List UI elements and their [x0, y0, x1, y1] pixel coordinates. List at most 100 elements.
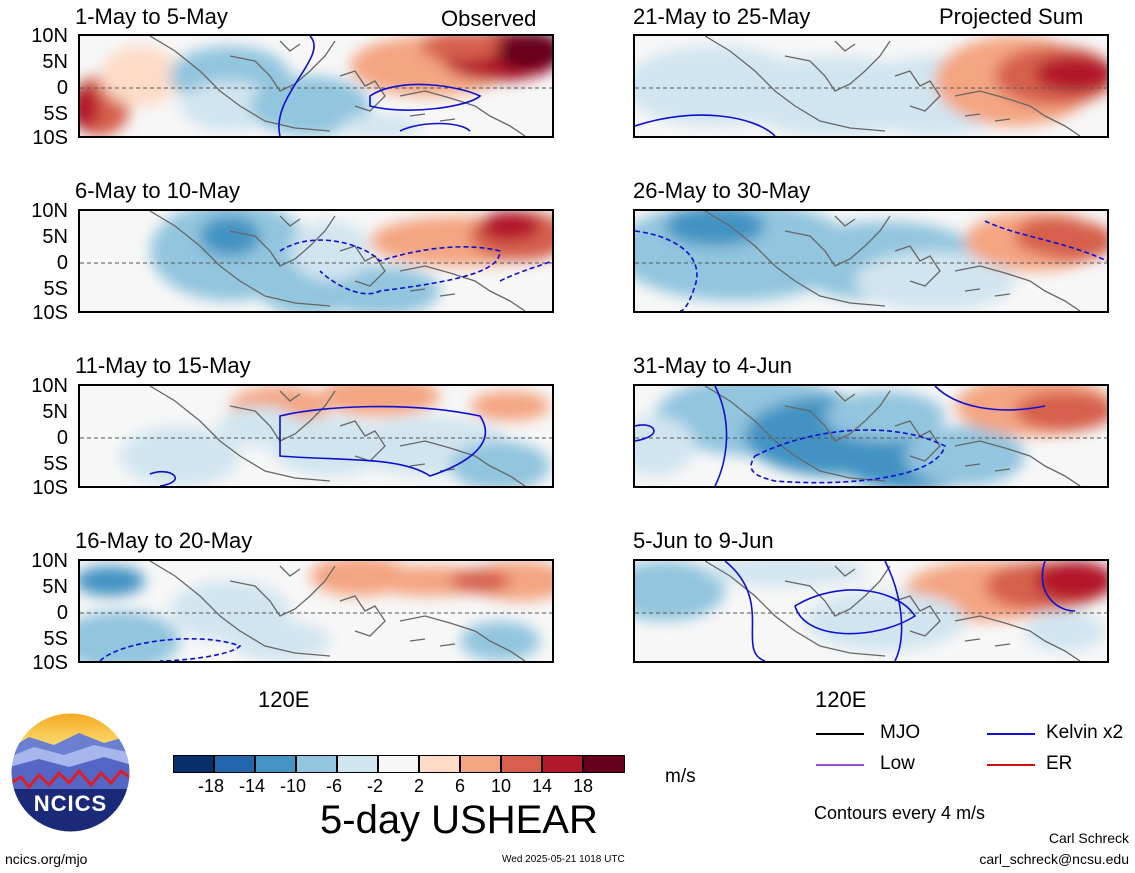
- map-panel-7: [633, 384, 1109, 488]
- lat-label: 10N: [31, 375, 68, 397]
- coastline: [704, 386, 1081, 486]
- shear-anomaly-blob: [80, 566, 145, 596]
- kelvin-contour: [724, 561, 766, 661]
- shear-anomaly-blob: [450, 569, 510, 593]
- kelvin-contour: [794, 589, 917, 635]
- shear-anomaly-blob: [80, 611, 180, 661]
- shear-anomaly-blob: [705, 561, 865, 586]
- panel-date-5: 21-May to 25-May: [633, 4, 811, 29]
- colorbar-cell: [583, 755, 625, 773]
- lat-label: 10N: [31, 200, 68, 222]
- colorbar-tick: -14: [239, 776, 266, 796]
- map-panel-4: [78, 559, 554, 663]
- footer-timestamp: Wed 2025-05-21 1018 UTC: [502, 854, 625, 865]
- shear-anomaly-blob: [120, 426, 240, 486]
- lon-label-left: 120E: [258, 687, 310, 712]
- panel-date-7: 31-May to 4-Jun: [633, 353, 792, 378]
- colorbar-cell: [501, 755, 542, 773]
- coastline: [149, 36, 526, 136]
- shear-anomaly-blob: [855, 251, 1015, 311]
- legend-mjo-line: [816, 733, 864, 735]
- shear-anomaly-blob: [460, 621, 540, 661]
- panel-date-6: 26-May to 30-May: [633, 178, 811, 203]
- map-field-8: [635, 561, 1107, 661]
- footer-email: carl_schreck@ncsu.edu: [979, 851, 1129, 867]
- shear-anomaly-blob: [320, 266, 440, 311]
- map-field-6: [635, 211, 1107, 311]
- lat-label: 5S: [43, 278, 68, 300]
- legend-low-label: Low: [880, 753, 915, 774]
- kelvin-contour: [934, 386, 1046, 411]
- kelvin-contour: [635, 114, 776, 136]
- colorbar-cell: [255, 755, 296, 773]
- shear-anomaly-blob: [290, 221, 370, 281]
- lat-label: 5S: [43, 103, 68, 125]
- kelvin-contour: [279, 405, 487, 477]
- coastline: [704, 561, 1081, 661]
- shear-anomaly-blob: [1035, 561, 1107, 601]
- shear-anomaly-blob: [470, 391, 550, 421]
- lat-label: 10N: [31, 550, 68, 572]
- map-panel-3: [78, 384, 554, 488]
- coastline: [704, 211, 1081, 311]
- shear-anomaly-blob: [635, 416, 695, 476]
- colorbar-cell: [214, 755, 255, 773]
- kelvin-contour: [1041, 561, 1076, 612]
- colorbar-cell: [296, 755, 337, 773]
- lat-label: 10S: [32, 302, 68, 324]
- map-panel-6: [633, 209, 1109, 313]
- map-panel-2: [78, 209, 554, 313]
- colorbar-cell: [419, 755, 460, 773]
- colorbar-tick: -2: [367, 776, 384, 796]
- map-field-7: [635, 386, 1107, 486]
- lat-label: 5N: [42, 576, 68, 598]
- panel-date-3: 11-May to 15-May: [75, 353, 251, 378]
- colorbar-tick: 18: [573, 776, 594, 796]
- coastline: [149, 561, 526, 661]
- panel-date-2: 6-May to 10-May: [75, 178, 241, 203]
- shear-anomaly-blob: [1025, 611, 1105, 651]
- legend-contours-note: Contours every 4 m/s: [814, 803, 986, 823]
- lat-label: 0: [56, 602, 68, 624]
- legend-er-label: ER: [1046, 753, 1073, 774]
- lat-label: 10N: [31, 25, 68, 47]
- shear-anomaly-blob: [100, 46, 180, 106]
- kelvin-contour: [369, 83, 482, 111]
- colorbar-tick: 14: [532, 776, 553, 796]
- lat-label: 5S: [43, 628, 68, 650]
- colorbar-tick: 10: [491, 776, 512, 796]
- logo-text: NCICS: [33, 791, 108, 816]
- legend-er-line: [987, 764, 1035, 766]
- coastline: [149, 386, 526, 486]
- colorbar-cell: [542, 755, 583, 773]
- legend-kelvin-line: [987, 733, 1035, 735]
- lat-label: 5N: [42, 226, 68, 248]
- kelvin-contour-negative: [984, 220, 1107, 262]
- lat-label: 5N: [42, 401, 68, 423]
- kelvin-contour-negative: [279, 239, 501, 295]
- map-field-1: [80, 36, 552, 136]
- projected-title: Projected Sum: [939, 4, 1084, 29]
- map-field-4: [80, 561, 552, 661]
- colorbar-tick: 2: [414, 776, 425, 796]
- shear-anomaly-blob: [230, 621, 330, 661]
- shear-anomaly-blob: [200, 216, 260, 256]
- shear-anomaly-blob: [270, 416, 390, 476]
- shear-anomaly-blob: [320, 386, 440, 416]
- kelvin-contour: [399, 122, 471, 132]
- kelvin-contour-negative: [99, 638, 242, 661]
- lat-label: 10S: [32, 652, 68, 674]
- colorbar-unit: m/s: [665, 766, 696, 787]
- colorbar-tick: 6: [455, 776, 466, 796]
- shear-anomaly-blob: [805, 591, 965, 651]
- shear-anomaly-blob: [1035, 56, 1107, 92]
- lat-label: 5N: [42, 51, 68, 73]
- map-panel-5: [633, 34, 1109, 138]
- shear-anomaly-blob: [665, 211, 765, 246]
- coastline: [704, 36, 1081, 136]
- shear-anomaly-blob: [635, 561, 725, 621]
- kelvin-contour-negative: [499, 260, 552, 282]
- footer-author: Carl Schreck: [1048, 830, 1129, 846]
- lon-label-right: 120E: [815, 687, 867, 712]
- map-field-2: [80, 211, 552, 311]
